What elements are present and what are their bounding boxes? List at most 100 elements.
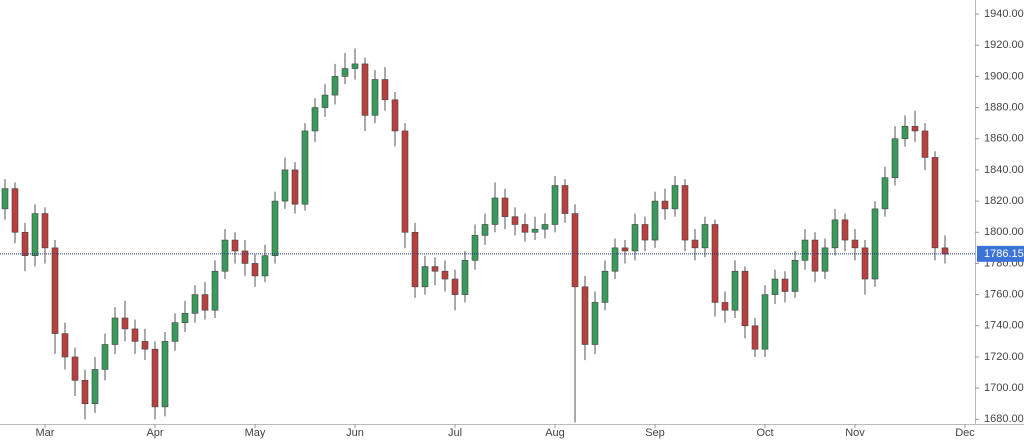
candle-body: [491, 197, 499, 225]
candle-body: [611, 247, 619, 272]
candle-body: [891, 138, 899, 179]
candle-body: [141, 341, 149, 350]
candle-body: [51, 247, 59, 334]
candle-body: [851, 239, 859, 249]
x-tick-label: Mar: [36, 427, 55, 439]
candle-body: [311, 107, 319, 132]
candle-body: [211, 270, 219, 311]
x-tick-label: Oct: [756, 427, 773, 439]
candle-body: [231, 239, 239, 252]
x-tick-label: May: [245, 427, 266, 439]
candle-body: [691, 239, 699, 249]
x-tick-label: Sep: [645, 427, 665, 439]
candle-body: [171, 322, 179, 342]
y-tick-label: 1680.00: [984, 413, 1024, 425]
candle-body: [461, 260, 469, 295]
candle-body: [101, 344, 109, 370]
candle-body: [741, 270, 749, 327]
candle-body: [651, 200, 659, 241]
candle-body: [941, 247, 949, 255]
candle-body: [331, 76, 339, 96]
candle-body: [711, 224, 719, 303]
candle-body: [761, 294, 769, 350]
candle-body: [241, 250, 249, 264]
candle-body: [481, 224, 489, 236]
last-price-label: 1786.15: [984, 248, 1024, 260]
y-tick-label: 1820.00: [984, 195, 1024, 207]
candle-body: [41, 213, 49, 249]
candle-body: [361, 63, 369, 116]
candle-body: [571, 213, 579, 288]
candle-body: [471, 235, 479, 261]
x-tick-label: Jul: [448, 427, 462, 439]
candle-body: [871, 208, 879, 280]
candle-body: [351, 63, 359, 69]
x-tick-label: Nov: [845, 427, 865, 439]
candle-body: [381, 79, 389, 101]
candle-body: [11, 188, 19, 233]
candle-body: [121, 317, 129, 330]
candle-body: [681, 185, 689, 241]
y-tick-label: 1860.00: [984, 133, 1024, 145]
candle-body: [251, 263, 259, 277]
candle-body: [291, 169, 299, 205]
y-tick-label: 1740.00: [984, 320, 1024, 332]
candle-body: [531, 228, 539, 233]
candle-body: [71, 356, 79, 381]
candle-body: [601, 270, 609, 303]
candle-body: [421, 266, 429, 288]
candle-body: [791, 260, 799, 292]
candle-body: [161, 341, 169, 408]
candle-body: [191, 294, 199, 314]
candle-body: [731, 270, 739, 311]
candle-body: [221, 239, 229, 272]
candle-body: [541, 224, 549, 230]
candle-body: [321, 94, 329, 108]
candle-body: [451, 278, 459, 295]
candle-body: [511, 216, 519, 225]
candle-body: [701, 224, 709, 249]
candle-body: [751, 325, 759, 350]
candle-body: [411, 231, 419, 288]
candle-body: [581, 286, 589, 345]
candle-body: [31, 213, 39, 256]
candle-body: [591, 302, 599, 345]
candle-body: [821, 247, 829, 272]
last-price-box: [977, 245, 1024, 262]
candle-body: [801, 239, 809, 261]
candle-body: [721, 302, 729, 311]
candle-body: [861, 247, 869, 280]
x-tick-label: Aug: [545, 427, 565, 439]
candle-body: [881, 177, 889, 210]
candle-body: [501, 197, 509, 217]
x-tick-label: Jun: [346, 427, 364, 439]
candle-body: [901, 125, 909, 140]
candle-body: [841, 219, 849, 241]
y-tick-label: 1700.00: [984, 382, 1024, 394]
candle-body: [401, 130, 409, 233]
candle-body: [281, 169, 289, 202]
candle-body: [831, 219, 839, 249]
candle-body: [441, 270, 449, 280]
y-tick-label: 1720.00: [984, 351, 1024, 363]
candle-body: [771, 278, 779, 295]
candle-body: [131, 328, 139, 342]
candle-body: [271, 200, 279, 256]
y-tick-label: 1940.00: [984, 8, 1024, 20]
candle-body: [151, 348, 159, 408]
candle-body: [111, 317, 119, 345]
candle-body: [431, 266, 439, 272]
candle-body: [181, 313, 189, 323]
candle-body: [371, 79, 379, 116]
candle-body: [781, 278, 789, 292]
y-tick-label: 1840.00: [984, 164, 1024, 176]
candle-body: [671, 185, 679, 210]
candle-body: [1, 188, 9, 210]
candle-body: [911, 125, 919, 132]
candle-body: [61, 333, 69, 358]
candle-body: [521, 224, 529, 233]
candle-body: [301, 130, 309, 205]
candle-body: [621, 247, 629, 252]
candle-body: [261, 255, 269, 277]
